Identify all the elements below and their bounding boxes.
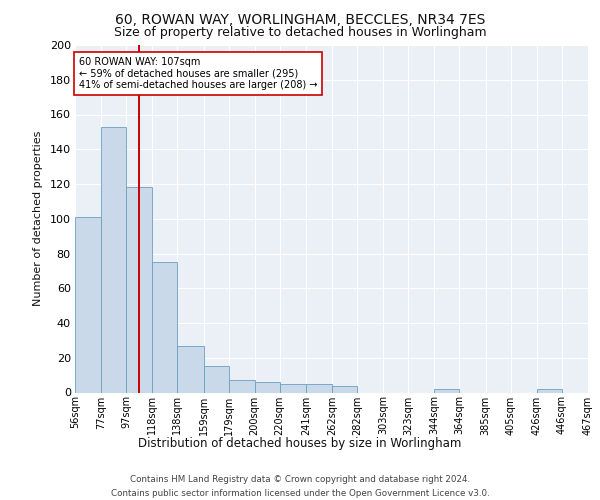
Bar — [537, 389, 562, 392]
Bar — [178, 346, 203, 393]
Bar — [332, 386, 357, 392]
Bar — [101, 126, 126, 392]
Bar — [280, 384, 306, 392]
Bar — [229, 380, 255, 392]
Text: 60 ROWAN WAY: 107sqm
← 59% of detached houses are smaller (295)
41% of semi-deta: 60 ROWAN WAY: 107sqm ← 59% of detached h… — [79, 57, 317, 90]
Text: 60, ROWAN WAY, WORLINGHAM, BECCLES, NR34 7ES: 60, ROWAN WAY, WORLINGHAM, BECCLES, NR34… — [115, 12, 485, 26]
Bar — [255, 382, 280, 392]
Text: Contains HM Land Registry data © Crown copyright and database right 2024.
Contai: Contains HM Land Registry data © Crown c… — [110, 476, 490, 498]
Bar — [152, 262, 178, 392]
Y-axis label: Number of detached properties: Number of detached properties — [33, 131, 43, 306]
Bar — [126, 188, 152, 392]
Bar — [434, 389, 460, 392]
Text: Size of property relative to detached houses in Worlingham: Size of property relative to detached ho… — [113, 26, 487, 39]
Text: Distribution of detached houses by size in Worlingham: Distribution of detached houses by size … — [139, 438, 461, 450]
Bar — [75, 217, 101, 392]
Bar — [203, 366, 229, 392]
Bar — [306, 384, 332, 392]
